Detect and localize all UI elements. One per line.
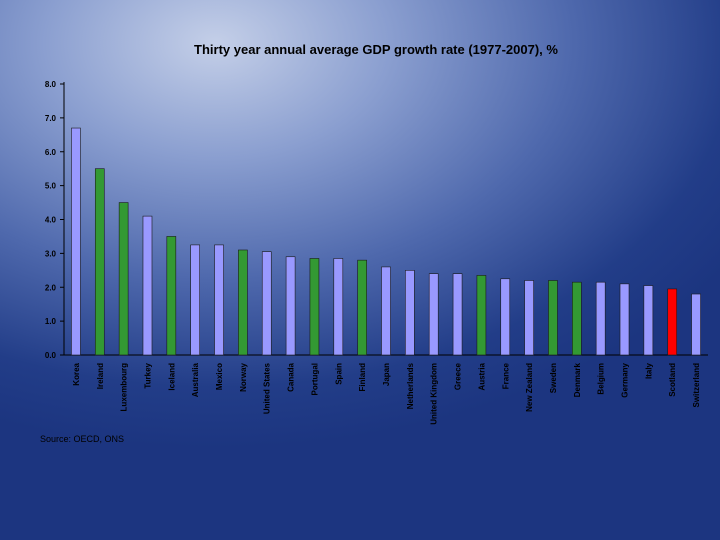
source-note: Source: OECD, ONS [40, 434, 124, 444]
bar-netherlands [405, 270, 415, 356]
bar-iceland [166, 236, 177, 356]
x-tick-label: Finland [358, 363, 367, 392]
bar-italy [643, 285, 654, 356]
bar-japan [381, 266, 391, 356]
y-tick-label: 8.0 [45, 80, 57, 89]
x-tick-label: Portugal [310, 363, 319, 395]
bar-spain [333, 258, 344, 356]
bar-belgium [595, 281, 606, 356]
y-tick-label: 0.0 [45, 351, 57, 360]
bar-mexico [214, 244, 224, 356]
y-tick-label: 4.0 [45, 216, 57, 225]
bar-new-zealand [524, 280, 534, 356]
x-tick-label: Turkey [143, 362, 152, 388]
y-tick-label: 7.0 [45, 114, 57, 123]
y-axis-ticks: 0.0 1.0 2.0 3.0 4.0 5.0 6.0 7.0 8.0 [45, 80, 64, 360]
x-tick-label: Germany [621, 362, 630, 397]
x-tick-label: Luxembourg [120, 363, 129, 412]
x-tick-label: Switzerland [692, 363, 701, 408]
x-tick-label: United Kingdom [430, 363, 439, 425]
bar-australia [190, 244, 200, 356]
bar-sweden [548, 280, 558, 356]
x-tick-label: Japan [382, 363, 391, 386]
x-tick-label: Netherlands [406, 362, 415, 409]
bar-greece [452, 273, 463, 356]
x-tick-label: Korea [72, 362, 81, 385]
y-tick-label: 2.0 [45, 283, 57, 292]
x-tick-label: Ireland [96, 363, 105, 389]
x-tick-label: Iceland [167, 363, 176, 391]
x-tick-label: Norway [239, 362, 248, 391]
x-tick-label: New Zealand [525, 363, 534, 412]
x-tick-label: Italy [644, 362, 653, 379]
bar-luxembourg [118, 202, 129, 356]
x-tick-label: United States [263, 362, 272, 414]
bar-germany [619, 283, 630, 356]
y-tick-label: 1.0 [45, 317, 57, 326]
x-tick-label: Belgium [597, 363, 606, 395]
bar-portugal [309, 258, 320, 356]
bar-canada [285, 256, 296, 356]
chart-bars [71, 127, 701, 356]
bar-switzerland [691, 293, 701, 356]
x-tick-label: Australia [191, 362, 200, 397]
bar-austria [476, 275, 487, 356]
bar-norway [238, 249, 248, 356]
x-tick-label: Scotland [668, 363, 677, 397]
x-tick-label: France [501, 362, 510, 389]
bar-france [500, 278, 511, 356]
bar-turkey [142, 215, 153, 356]
bar-finland [357, 259, 367, 356]
bar-korea [71, 127, 81, 356]
bar-united-kingdom [428, 273, 439, 356]
bar-united-states [261, 251, 272, 356]
y-tick-label: 3.0 [45, 249, 57, 258]
bar-scotland [667, 288, 678, 356]
x-tick-label: Canada [287, 362, 296, 391]
y-tick-label: 6.0 [45, 148, 57, 157]
bar-denmark [572, 281, 582, 356]
chart-title: Thirty year annual average GDP growth ra… [194, 42, 558, 57]
x-tick-label: Austria [477, 362, 486, 390]
x-tick-label: Spain [334, 363, 343, 385]
x-tick-label: Sweden [549, 363, 558, 393]
x-tick-label: Denmark [573, 362, 582, 397]
x-axis-ticks: Korea Ireland Luxembourg Turkey Iceland Austr… [72, 362, 701, 424]
y-tick-label: 5.0 [45, 182, 57, 191]
x-tick-label: Mexico [215, 363, 224, 390]
x-tick-label: Greece [454, 362, 463, 390]
bar-ireland [94, 168, 105, 356]
